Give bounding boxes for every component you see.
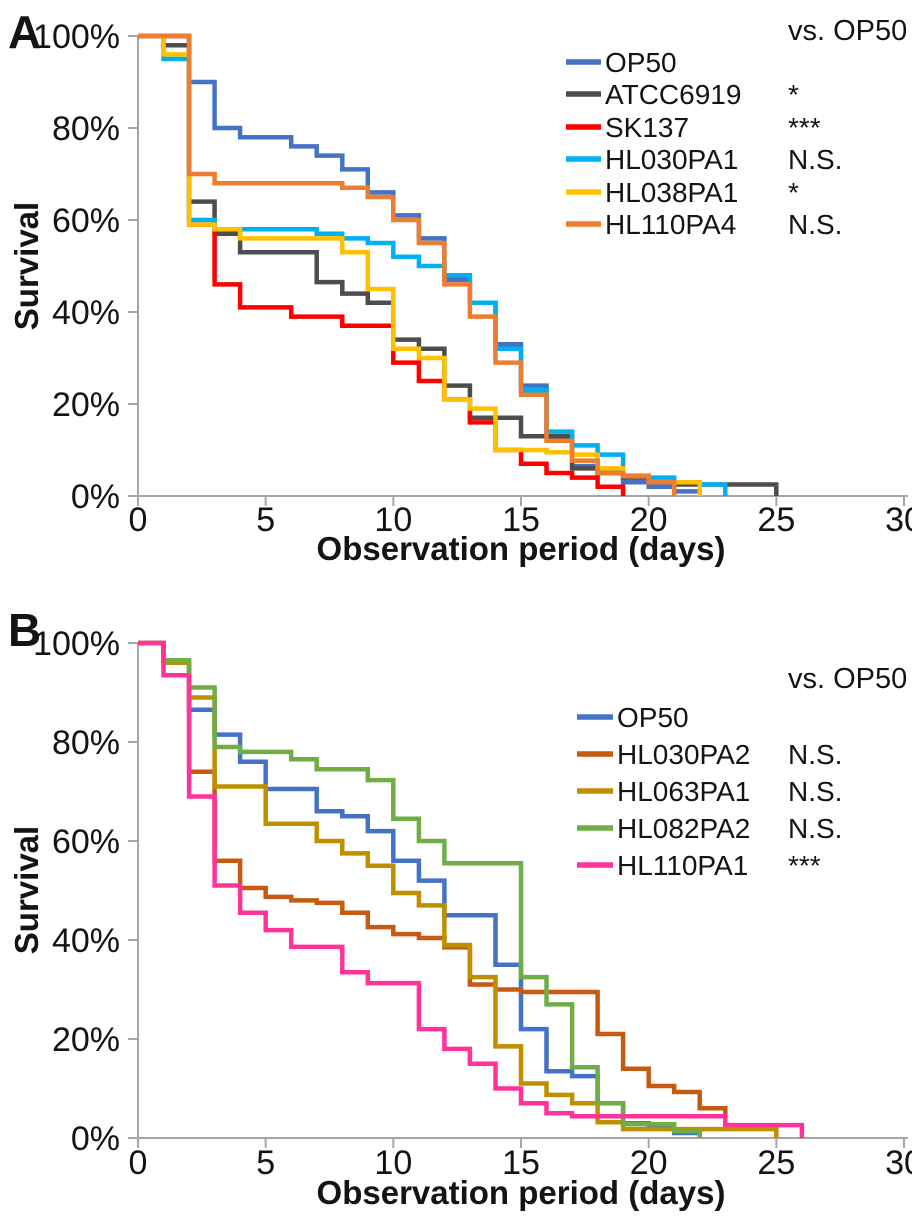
x-tick-label: 5 [256, 1144, 275, 1182]
significance-label-HL030PA1: N.S. [788, 144, 842, 175]
y-tick-label: 40% [52, 294, 120, 332]
panel-b-letter: B [8, 604, 41, 656]
panel-b-y-axis-title: Survival [8, 826, 45, 954]
series-line-HL038PA1 [138, 33, 702, 496]
y-tick-label: 100% [33, 18, 120, 56]
legend-item-OP50: OP50 [566, 47, 677, 78]
panel-a-letter: A [8, 6, 41, 58]
significance-label-HL038PA1: * [788, 177, 799, 208]
y-tick-label: 0% [71, 478, 120, 516]
legend-item-SK137: SK137 *** [566, 112, 821, 143]
legend-label-HL030PA1: HL030PA1 [605, 144, 738, 175]
legend-label-OP50: OP50 [617, 702, 689, 733]
series-line-SK137 [138, 33, 626, 496]
legend-label-HL110PA1: HL110PA1 [617, 850, 748, 881]
significance-label-HL030PA2: N.S. [788, 739, 842, 770]
x-tick-label: 5 [256, 501, 275, 539]
panel-a: A Survival Observation period (days) vs.… [8, 6, 912, 567]
series-line-HL110PA4 [138, 33, 677, 496]
x-tick-label: 20 [630, 501, 668, 539]
series-line-HL063PA1 [138, 640, 779, 1138]
series-line-OP50 [138, 640, 702, 1138]
legend-item-HL110PA1: HL110PA1 *** [577, 850, 821, 881]
series-line-HL082PA2 [138, 640, 702, 1138]
panel-b-axes: 0 5 10 15 20 25 30 0% 20% 40% 60% 80% 100% [33, 625, 912, 1182]
x-tick-label: 10 [374, 501, 412, 539]
legend-label-HL038PA1: HL038PA1 [605, 177, 738, 208]
y-tick-label: 40% [52, 922, 120, 960]
x-tick-label: 0 [129, 501, 148, 539]
legend-label-HL082PA2: HL082PA2 [617, 813, 750, 844]
x-tick-label: 20 [630, 1144, 668, 1182]
significance-label-HL082PA2: N.S. [788, 813, 842, 844]
y-tick-label: 100% [33, 625, 120, 663]
panel-a-axes: 0 5 10 15 20 25 30 0% 20% 40% 60% 80% 100% [33, 18, 912, 539]
y-tick-label: 60% [52, 202, 120, 240]
legend-label-HL030PA2: HL030PA2 [617, 739, 750, 770]
legend-label-ATCC6919: ATCC6919 [605, 79, 741, 110]
panel-b-curves [138, 640, 805, 1138]
legend-item-HL030PA2: HL030PA2 N.S. [577, 739, 842, 770]
panel-b-legend: OP50 HL030PA2 N.S. HL063PA1 N.S. HL082PA2 N.S.… [577, 702, 842, 881]
x-tick-label: 30 [885, 501, 912, 539]
y-tick-label: 80% [52, 724, 120, 762]
x-tick-label: 0 [129, 1144, 148, 1182]
x-tick-label: 15 [502, 1144, 540, 1182]
y-tick-label: 20% [52, 1021, 120, 1059]
panel-a-y-axis-title: Survival [8, 202, 45, 330]
legend-item-HL082PA2: HL082PA2 N.S. [577, 813, 842, 844]
significance-label-ATCC6919: * [788, 79, 799, 110]
series-line-HL110PA1 [138, 640, 805, 1138]
x-tick-label: 10 [374, 1144, 412, 1182]
significance-label-HL110PA4: N.S. [788, 209, 842, 240]
legend-item-HL030PA1: HL030PA1 N.S. [566, 144, 842, 175]
legend-label-HL110PA4: HL110PA4 [605, 209, 736, 240]
legend-item-HL038PA1: HL038PA1 * [566, 177, 799, 208]
legend-item-HL063PA1: HL063PA1 N.S. [577, 776, 842, 807]
y-tick-label: 0% [71, 1120, 120, 1158]
series-line-HL030PA2 [138, 640, 779, 1138]
significance-label-SK137: *** [788, 112, 821, 143]
legend-label-SK137: SK137 [605, 112, 689, 143]
panel-a-curves [138, 33, 779, 496]
significance-label-HL110PA1: *** [788, 850, 821, 881]
panel-b-x-axis-title: Observation period (days) [317, 1174, 726, 1211]
legend-label-HL063PA1: HL063PA1 [617, 776, 750, 807]
x-tick-label: 25 [757, 501, 795, 539]
x-tick-label: 30 [885, 1144, 912, 1182]
y-tick-label: 60% [52, 823, 120, 861]
legend-label-OP50: OP50 [605, 47, 677, 78]
x-tick-label: 25 [757, 1144, 795, 1182]
y-tick-label: 80% [52, 110, 120, 148]
significance-label-HL063PA1: N.S. [788, 776, 842, 807]
panel-a-comparison-header: vs. OP50 [788, 15, 907, 47]
panel-b-comparison-header: vs. OP50 [788, 663, 907, 695]
y-tick-label: 20% [52, 386, 120, 424]
legend-item-OP50: OP50 [577, 702, 689, 733]
panel-b: B Survival Observation period (days) vs.… [8, 604, 912, 1211]
panel-a-x-axis-title: Observation period (days) [317, 530, 726, 567]
legend-item-ATCC6919: ATCC6919 * [566, 79, 799, 110]
x-tick-label: 15 [502, 501, 540, 539]
legend-item-HL110PA4: HL110PA4 N.S. [566, 209, 842, 240]
